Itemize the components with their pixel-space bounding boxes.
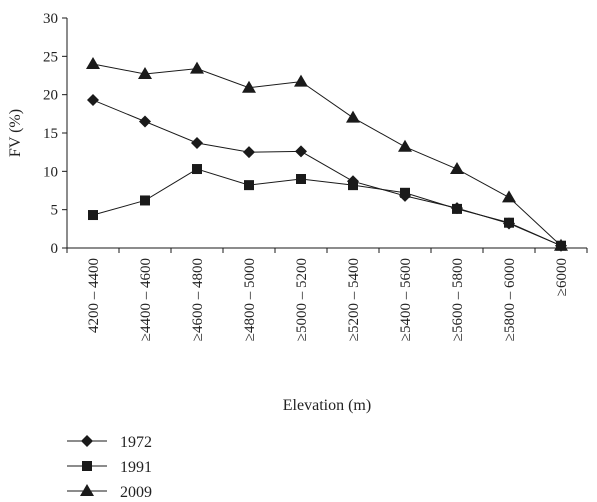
data-point-1972 bbox=[295, 145, 307, 158]
legend-label: 2009 bbox=[120, 484, 152, 501]
series-line-1991 bbox=[92, 168, 562, 247]
data-point-1991 bbox=[140, 195, 150, 206]
x-axis-ticks: 4200 – 4400 ≥4400 – 4600 ≥4600 – 4800 ≥4800… bbox=[66, 248, 588, 341]
data-point-1991 bbox=[452, 203, 462, 214]
data-point-2009 bbox=[398, 139, 412, 152]
x-tick-label: ≥5000 – 5200 bbox=[294, 258, 310, 341]
series-2009 bbox=[86, 57, 568, 251]
legend-label: 1972 bbox=[120, 434, 152, 451]
y-tick-label: 25 bbox=[43, 49, 58, 65]
legend-marker bbox=[82, 461, 92, 471]
x-tick-label: ≥5200 – 5400 bbox=[346, 258, 362, 341]
data-point-1972 bbox=[243, 146, 255, 159]
data-point-1991 bbox=[400, 187, 410, 198]
data-point-2009 bbox=[502, 190, 516, 203]
data-point-2009 bbox=[346, 110, 360, 123]
series-1991 bbox=[88, 164, 566, 251]
data-point-2009 bbox=[450, 162, 464, 175]
data-point-1972 bbox=[87, 94, 99, 107]
legend-item-1972: 1972 bbox=[67, 434, 152, 451]
y-axis-title: FV (%) bbox=[7, 109, 24, 157]
legend-item-2009: 2009 bbox=[67, 484, 152, 501]
legend-marker bbox=[81, 435, 93, 447]
data-point-1972 bbox=[139, 115, 151, 128]
x-tick-label: 4200 – 4400 bbox=[86, 258, 102, 333]
x-tick-label: ≥5600 – 5800 bbox=[450, 258, 466, 341]
data-point-2009 bbox=[190, 61, 204, 74]
legend: 1972 1991 2009 bbox=[67, 434, 152, 501]
y-tick-label: 20 bbox=[43, 88, 58, 104]
x-tick-label: ≥4400 – 4600 bbox=[138, 258, 154, 341]
series-line-1972 bbox=[92, 99, 562, 247]
y-tick-label: 30 bbox=[43, 11, 58, 27]
data-point-1991 bbox=[192, 164, 202, 175]
data-point-2009 bbox=[86, 57, 100, 69]
x-tick-label: ≥5800 – 6000 bbox=[502, 258, 518, 341]
y-tick-label: 5 bbox=[51, 203, 59, 219]
x-tick-label: ≥4600 – 4800 bbox=[190, 258, 206, 341]
series-line-2009 bbox=[92, 63, 562, 247]
data-point-2009 bbox=[242, 80, 256, 93]
legend-marker bbox=[80, 484, 94, 496]
data-point-1991 bbox=[348, 180, 358, 191]
axes bbox=[66, 18, 587, 249]
series-1972 bbox=[87, 94, 567, 252]
y-axis-ticks: 0 5 10 15 20 25 30 bbox=[43, 11, 67, 257]
data-point-2009 bbox=[138, 66, 152, 79]
y-tick-label: 15 bbox=[43, 126, 58, 142]
x-tick-label: ≥4800 – 5000 bbox=[242, 258, 258, 341]
x-axis-title: Elevation (m) bbox=[283, 397, 371, 414]
data-point-1991 bbox=[296, 174, 306, 184]
legend-label: 1991 bbox=[120, 459, 152, 476]
data-point-1991 bbox=[504, 217, 514, 228]
x-tick-label: ≥5400 – 5600 bbox=[398, 258, 414, 341]
data-point-1991 bbox=[244, 180, 254, 191]
series-layer bbox=[86, 57, 568, 252]
data-point-2009 bbox=[294, 74, 308, 87]
data-point-2009 bbox=[554, 238, 568, 251]
y-tick-label: 10 bbox=[43, 164, 58, 180]
legend-item-1991: 1991 bbox=[67, 459, 152, 476]
y-tick-label: 0 bbox=[51, 241, 59, 257]
data-point-1972 bbox=[191, 136, 203, 149]
data-point-1991 bbox=[88, 210, 98, 221]
x-tick-label: ≥6000 bbox=[554, 258, 570, 296]
